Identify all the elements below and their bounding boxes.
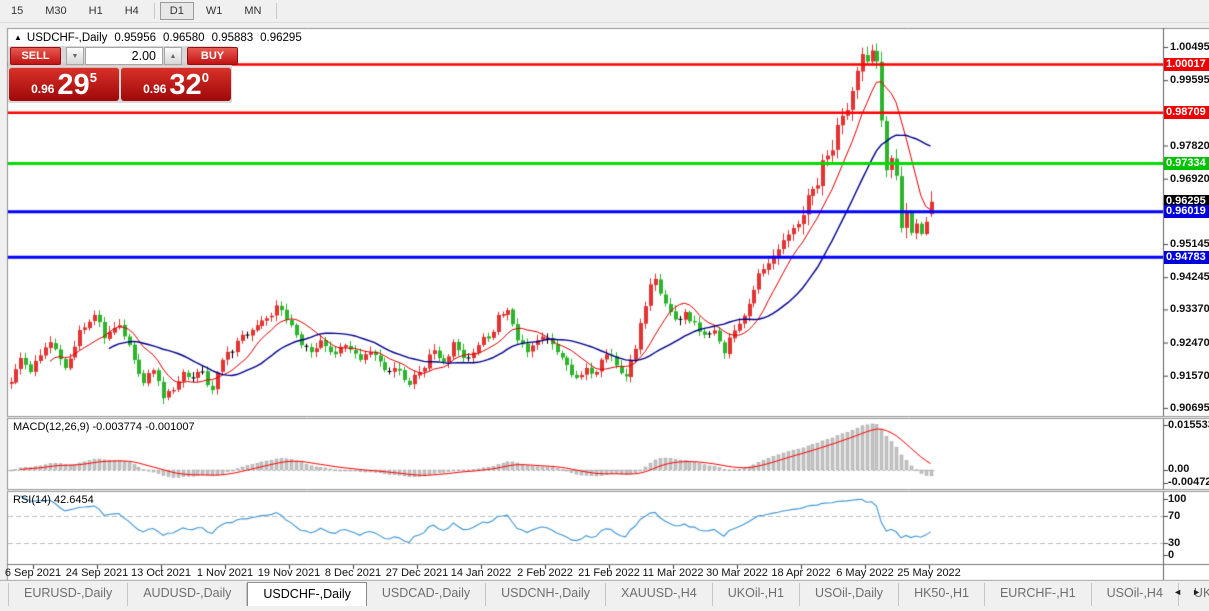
timeframe-button-m30[interactable]: M30 — [45, 5, 67, 17]
price-tick-label: 0.92470 — [1170, 336, 1209, 349]
date-tick-label: 21 Feb 2022 — [578, 567, 640, 579]
macd-indicator-label: MACD(12,26,9) -0.003774 -0.001007 — [13, 421, 195, 433]
volume-input[interactable] — [85, 47, 163, 65]
sell-price-prefix: 0.96 — [31, 82, 55, 96]
buy-price-prefix: 0.96 — [143, 82, 167, 96]
date-tick-label: 25 May 2022 — [897, 567, 961, 579]
date-tick-label: 6 Sep 2021 — [4, 567, 62, 579]
tab-scroll-right-icon[interactable]: ► — [1192, 587, 1201, 597]
symbol-tab-eurusd-daily[interactable]: EURUSD-,Daily — [8, 583, 129, 606]
symbol-tab-eurchf-h1[interactable]: EURCHF-,H1 — [985, 583, 1092, 606]
volume-increase-button[interactable]: ▲ — [164, 47, 182, 65]
date-tick-label: 13 Oct 2021 — [131, 567, 191, 579]
symbol-tab-xauusd-h4[interactable]: XAUUSD-,H4 — [606, 583, 713, 606]
macd-axis-label: -0.004725 — [1168, 476, 1209, 488]
timeframe-toolbar: 15 M30 H1 H4 D1 W1 MN — [0, 0, 1209, 23]
symbol-tab-usdcad-daily[interactable]: USDCAD-,Daily — [367, 583, 487, 606]
date-tick-label: 30 Mar 2022 — [706, 567, 768, 579]
buy-price-pip: 0 — [201, 70, 209, 85]
price-tick-label: 0.93370 — [1170, 303, 1209, 316]
date-tick-label: 27 Dec 2021 — [385, 567, 449, 579]
symbol-tab-usdcnh-daily[interactable]: USDCNH-,Daily — [486, 583, 607, 606]
toolbar-separator — [276, 3, 278, 19]
symbol-tab-audusd-daily[interactable]: AUDUSD-,Daily — [128, 583, 248, 606]
buy-price-big: 32 — [169, 68, 202, 101]
date-tick-label: 2 Feb 2022 — [517, 567, 573, 579]
chart-title: ▲ USDCHF-,Daily 0.95956 0.96580 0.95883 0.962… — [14, 32, 302, 44]
price-tick-label: 0.96920 — [1170, 172, 1209, 185]
ohlc-high: 0.96580 — [163, 32, 205, 44]
timeframe-button-mn[interactable]: MN — [244, 5, 262, 17]
price-tick-label: 1.00495 — [1170, 41, 1209, 53]
rsi-axis-label: 30 — [1168, 537, 1181, 549]
symbol-tab-ukoil-h1[interactable]: UKOil-,H1 — [713, 583, 800, 606]
sell-button[interactable]: SELL — [10, 47, 61, 65]
sell-price-big: 29 — [57, 68, 90, 101]
sell-price-button[interactable]: 0.96 29 5 — [9, 67, 119, 101]
price-tick-label: 0.90695 — [1170, 401, 1209, 414]
volume-decrease-button[interactable]: ▼ — [66, 47, 84, 65]
collapse-chart-icon[interactable]: ▲ — [14, 33, 22, 42]
timeframe-button-h1[interactable]: H1 — [88, 5, 103, 17]
price-level-label: 0.94783 — [1164, 250, 1209, 264]
date-tick-label: 8 Dec 2021 — [324, 567, 382, 579]
macd-axis-label: 0.015533 — [1168, 419, 1209, 431]
symbol-tab-usdchf-daily[interactable]: USDCHF-,Daily — [247, 582, 367, 606]
buy-price-button[interactable]: 0.96 32 0 — [121, 67, 231, 101]
rsi-axis-label: 0 — [1168, 549, 1175, 561]
ohlc-close: 0.96295 — [260, 32, 302, 44]
date-tick-label: 19 Nov 2021 — [257, 567, 321, 579]
rsi-axis-label: 100 — [1168, 493, 1187, 505]
price-level-label: 0.96295 — [1164, 195, 1209, 209]
price-tick-label: 0.91570 — [1170, 369, 1209, 382]
price-level-label: 1.00017 — [1164, 58, 1209, 72]
timeframe-button-d1[interactable]: D1 — [159, 2, 194, 20]
price-tick-label: 0.97820 — [1170, 139, 1209, 152]
ohlc-low: 0.95883 — [211, 32, 254, 44]
symbol-tabs: EURUSD-,Daily AUDUSD-,Daily USDCHF-,Daily U… — [8, 582, 1209, 606]
date-tick-label: 6 May 2022 — [836, 567, 894, 579]
macd-axis-label: 0.00 — [1168, 463, 1190, 475]
price-tick-label: 0.99595 — [1170, 74, 1209, 87]
rsi-axis-label: 70 — [1168, 510, 1181, 522]
rsi-indicator-label: RSI(14) 42.6454 — [13, 494, 94, 506]
date-tick-label: 1 Nov 2021 — [196, 567, 254, 579]
symbol-tab-bar: EURUSD-,Daily AUDUSD-,Daily USDCHF-,Daily U… — [0, 580, 1209, 611]
symbol-tab-ukoil-h4[interactable]: UKOil-,H4 — [1179, 583, 1209, 606]
timeframe-button-h4[interactable]: H4 — [124, 5, 139, 17]
price-tick-label: 0.95145 — [1170, 238, 1209, 251]
symbol-tab-hk50-h1[interactable]: HK50-,H1 — [899, 583, 985, 606]
tab-scroll-arrows: ◄ ► — [1173, 587, 1201, 597]
price-level-label: 0.98709 — [1164, 106, 1209, 120]
one-click-trading-panel: SELL ▼ ▲ BUY 0.96 29 5 0.96 32 0 — [8, 46, 238, 103]
date-tick-label: 11 Mar 2022 — [642, 567, 704, 579]
date-tick-label: 24 Sep 2021 — [65, 567, 129, 579]
date-tick-label: 14 Jan 2022 — [450, 567, 512, 579]
trade-controls-row: SELL ▼ ▲ BUY — [10, 47, 238, 65]
tab-scroll-left-icon[interactable]: ◄ — [1173, 587, 1183, 597]
ohlc-open: 0.95956 — [114, 32, 156, 44]
sell-price-pip: 5 — [89, 70, 97, 85]
chart-symbol-label: USDCHF-,Daily — [26, 32, 108, 44]
chevron-up-icon: ▲ — [169, 52, 177, 60]
symbol-tab-usoil-h4[interactable]: USOil-,H4 — [1092, 583, 1179, 606]
timeframe-button-15[interactable]: 15 — [11, 5, 24, 17]
price-level-label: 0.96019 — [1164, 205, 1209, 219]
price-level-label: 0.97334 — [1164, 156, 1209, 170]
chevron-down-icon: ▼ — [71, 52, 79, 60]
timeframe-button-w1[interactable]: W1 — [205, 5, 223, 17]
price-tick-label: 0.94245 — [1170, 271, 1209, 284]
symbol-tab-usoil-daily[interactable]: USOil-,Daily — [800, 583, 900, 606]
date-tick-label: 18 Apr 2022 — [771, 567, 831, 579]
toolbar-separator — [153, 3, 155, 19]
buy-button[interactable]: BUY — [187, 47, 238, 65]
